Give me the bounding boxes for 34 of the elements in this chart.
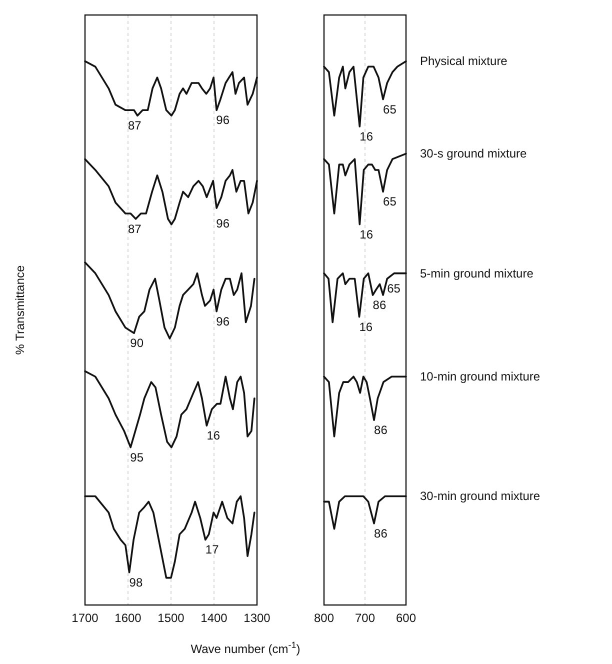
annotation: 96	[216, 216, 230, 230]
series-label: 30-min ground mixture	[420, 489, 540, 504]
annotation: 95	[130, 450, 144, 464]
series-label: 10-min ground mixture	[420, 370, 540, 384]
annotation: 16	[360, 227, 374, 242]
annotation: 96	[216, 113, 230, 128]
annotation: 16	[360, 129, 374, 144]
x-tick-label: 1300	[244, 611, 271, 625]
x-tick-label: 1700	[72, 611, 99, 625]
x-tick-label: 600	[396, 611, 416, 625]
annotation: 86	[372, 298, 386, 312]
x-tick-label: 1500	[158, 611, 185, 625]
annotation: 87	[128, 222, 142, 236]
series-label: Physical mixture	[420, 54, 508, 68]
series-label: 30-s ground mixture	[420, 146, 528, 161]
x-axis-title: Wave number (cm$^{-1}$)	[190, 640, 300, 656]
annotation: 90	[130, 336, 144, 350]
annotation: 87	[128, 118, 142, 133]
annotation: 17	[205, 542, 220, 557]
x-tick-label: 800	[314, 611, 334, 625]
y-axis-title: % Transmittance	[13, 264, 27, 355]
annotation: 65	[383, 194, 397, 209]
series-label: 5-min ground mixture	[420, 266, 534, 280]
x-tick-label: 1600	[114, 611, 142, 625]
annotation: 98	[129, 575, 143, 590]
annotation: 65	[383, 102, 397, 116]
annotation: 86	[374, 526, 388, 540]
x-tick-label: 1400	[200, 611, 228, 625]
annotation: 16	[359, 320, 373, 334]
annotation: 96	[216, 314, 230, 328]
annotation: 16	[206, 428, 220, 443]
annotation: 86	[374, 423, 388, 438]
x-tick-label: 700	[354, 611, 376, 625]
annotation: 65	[387, 282, 401, 296]
